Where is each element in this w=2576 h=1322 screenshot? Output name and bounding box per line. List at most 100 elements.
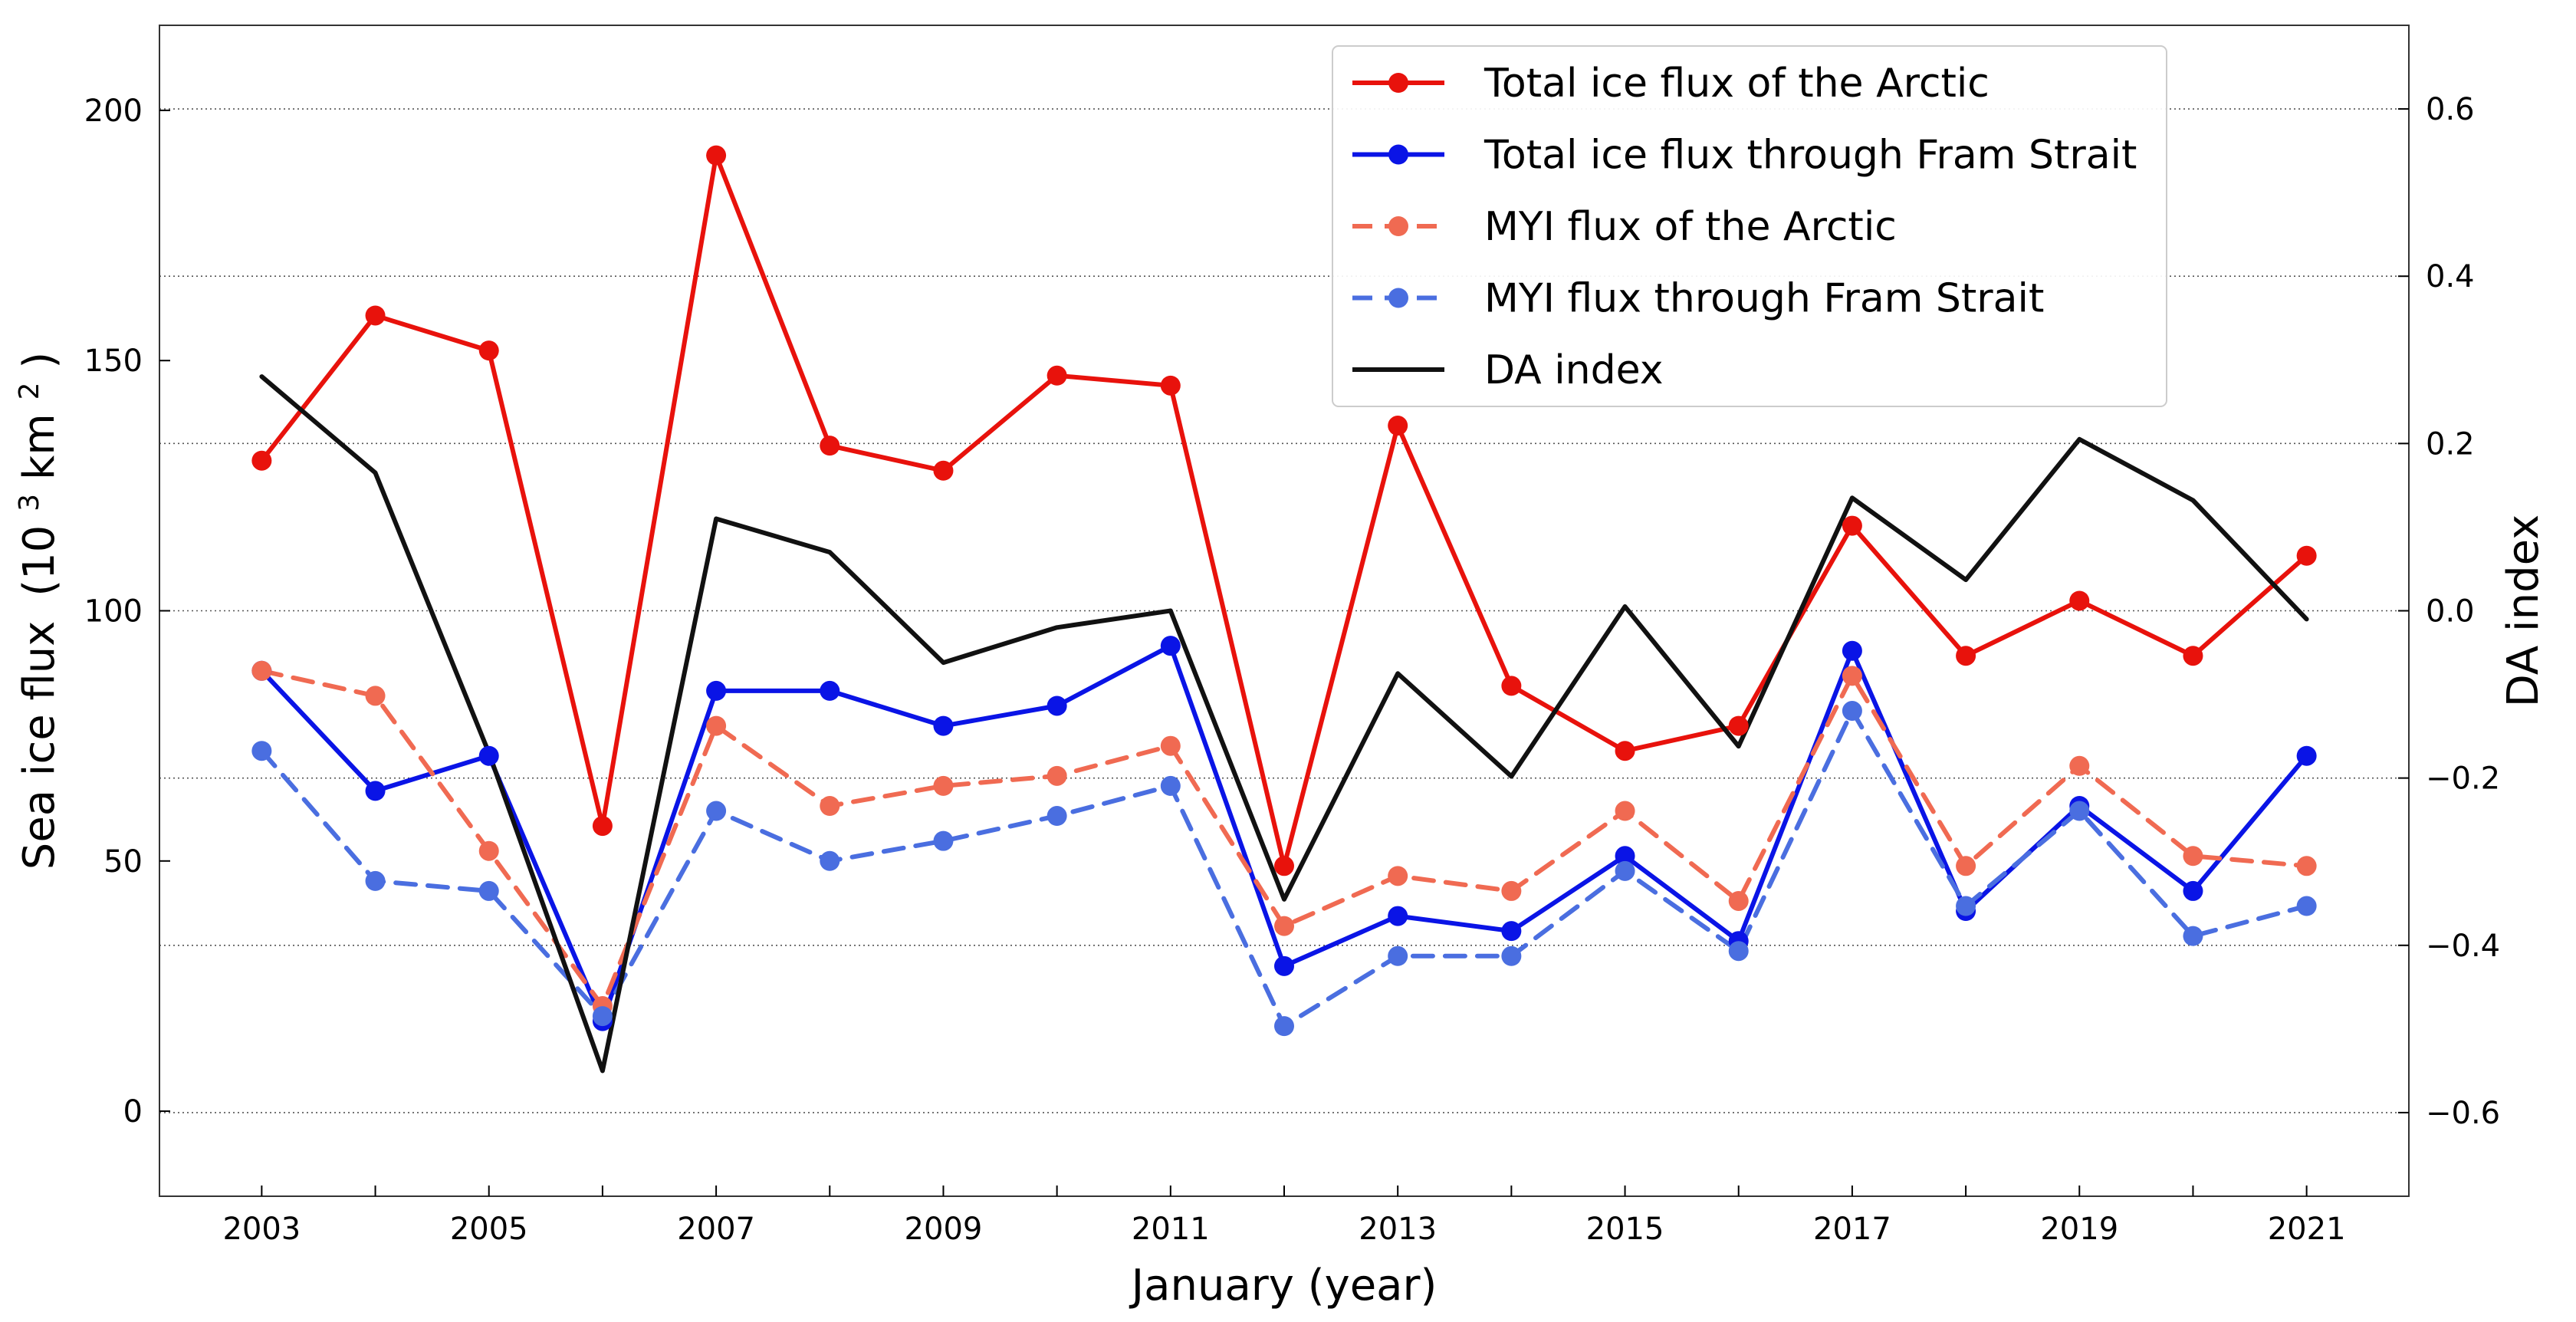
y-axis-title-unit-suffix: ) xyxy=(15,352,64,369)
legend-swatch-marker xyxy=(1388,288,1408,308)
legend-label: MYI flux through Fram Strait xyxy=(1484,276,2044,322)
legend-box xyxy=(1332,45,2167,407)
x-tick-label: 2009 xyxy=(905,1212,983,1247)
series-2-point xyxy=(1388,866,1408,886)
x-tick-label: 2005 xyxy=(450,1212,528,1247)
series-0-point xyxy=(1046,365,1067,386)
legend-label: DA index xyxy=(1484,347,1664,393)
series-3-point xyxy=(365,870,386,891)
series-2-point xyxy=(706,715,727,736)
series-3-point xyxy=(1160,775,1181,796)
y-axis-title-main: Sea ice flux xyxy=(15,621,64,870)
y-axis-title: Sea ice flux (10 3 km 2 ) xyxy=(0,352,64,870)
y-tick-label: 100 xyxy=(84,594,143,630)
series-2-point xyxy=(1160,735,1181,756)
series-0-point xyxy=(1728,715,1749,736)
series-2-point xyxy=(251,660,272,681)
y-axis-title-unit-exponent: 3 xyxy=(14,494,45,511)
legend-label: Total ice flux of the Arctic xyxy=(1484,61,1990,107)
series-2-point xyxy=(820,796,840,816)
series-0-point xyxy=(592,816,613,837)
series-1-point xyxy=(1615,846,1635,867)
series-3-point xyxy=(1274,1016,1294,1037)
x-tick-label: 2003 xyxy=(222,1212,301,1247)
series-2-point xyxy=(1728,890,1749,911)
y2-tick-label: 0.0 xyxy=(2426,594,2475,630)
legend-label: MYI flux of the Arctic xyxy=(1484,204,1897,250)
y-axis-title-unit-exponent2: 2 xyxy=(14,382,45,400)
legend-label: Total ice flux through Fram Strait xyxy=(1484,133,2137,179)
series-1-point xyxy=(1160,636,1181,656)
series-0-point xyxy=(1956,646,1976,666)
series-3-point xyxy=(1615,860,1635,881)
series-2-point xyxy=(1956,856,1976,876)
series-3-point xyxy=(2296,896,2317,916)
series-0-point xyxy=(365,305,386,326)
y2-axis-title: DA index xyxy=(2499,515,2548,707)
y-tick-label: 200 xyxy=(84,94,143,129)
x-tick-label: 2013 xyxy=(1359,1212,1437,1247)
legend-swatch-marker xyxy=(1388,216,1408,236)
series-1-point xyxy=(2296,745,2317,766)
series-0-point xyxy=(478,340,499,361)
series-3-point xyxy=(251,741,272,761)
y2-tick-label: −0.2 xyxy=(2426,761,2500,797)
y-tick-label: 50 xyxy=(104,844,143,880)
series-line-4 xyxy=(259,374,2309,1074)
series-2-point xyxy=(478,840,499,861)
series-3-point xyxy=(933,830,954,851)
series-0-point xyxy=(1160,375,1181,396)
series-1-point xyxy=(706,680,727,701)
series-0-point xyxy=(2183,646,2203,666)
series-2-point xyxy=(2069,755,2090,776)
x-tick-label: 2011 xyxy=(1132,1212,1210,1247)
series-3-point xyxy=(1388,945,1408,966)
y2-tick-label: 0.6 xyxy=(2426,92,2475,127)
x-tick-label: 2021 xyxy=(2268,1212,2346,1247)
y2-tick-label: −0.4 xyxy=(2426,929,2500,964)
axis-ticks: −0.6 −0.4 −0.2 0.0 0.2 0.4 0.6 0 50 100 150 200 2003… xyxy=(84,92,2501,1247)
series-0-point xyxy=(820,436,840,456)
series-1-point xyxy=(1842,640,1862,661)
series-2-point xyxy=(933,775,954,796)
series-1-point xyxy=(2183,880,2203,901)
series-2-point xyxy=(365,686,386,706)
legend: Total ice flux of the Arctic Total ice fl… xyxy=(1332,45,2167,407)
legend-items: Total ice flux of the Arctic Total ice fl… xyxy=(1352,61,2137,393)
series-3-point xyxy=(2183,926,2203,946)
series-0-point xyxy=(1842,515,1862,536)
series-2-point xyxy=(1842,666,1862,686)
series-3-point xyxy=(1956,896,1976,916)
series-0-point xyxy=(1274,856,1294,876)
series-0-point xyxy=(2296,545,2317,566)
y-tick-label: 150 xyxy=(84,344,143,379)
series-0-point xyxy=(2069,590,2090,611)
series-3-point xyxy=(1728,941,1749,962)
series-3-point xyxy=(1501,945,1522,966)
series-2-point xyxy=(1501,880,1522,901)
series-0-point xyxy=(251,450,272,471)
series-2-point xyxy=(2296,856,2317,876)
series-line-2 xyxy=(259,668,2309,1008)
legend-swatch-marker xyxy=(1388,73,1408,93)
series-3-point xyxy=(820,850,840,871)
series-0-point xyxy=(706,145,727,166)
series-0-point xyxy=(1501,676,1522,696)
series-1-point xyxy=(820,680,840,701)
series-1-point xyxy=(1501,921,1522,942)
series-3-point xyxy=(1842,701,1862,722)
series-1-point xyxy=(1274,955,1294,976)
series-2-point xyxy=(1615,801,1635,821)
series-3-point xyxy=(1046,806,1067,827)
series-1-point xyxy=(1388,906,1408,926)
x-tick-label: 2019 xyxy=(2040,1212,2118,1247)
y2-tick-label: −0.6 xyxy=(2426,1096,2500,1131)
series-2-point xyxy=(2183,846,2203,867)
series-0-point xyxy=(1615,741,1635,761)
y-axis-title-unit-prefix: (10 xyxy=(15,525,64,597)
x-tick-label: 2017 xyxy=(1813,1212,1891,1247)
series-2-point xyxy=(1274,916,1294,936)
y2-tick-label: 0.4 xyxy=(2426,259,2475,294)
